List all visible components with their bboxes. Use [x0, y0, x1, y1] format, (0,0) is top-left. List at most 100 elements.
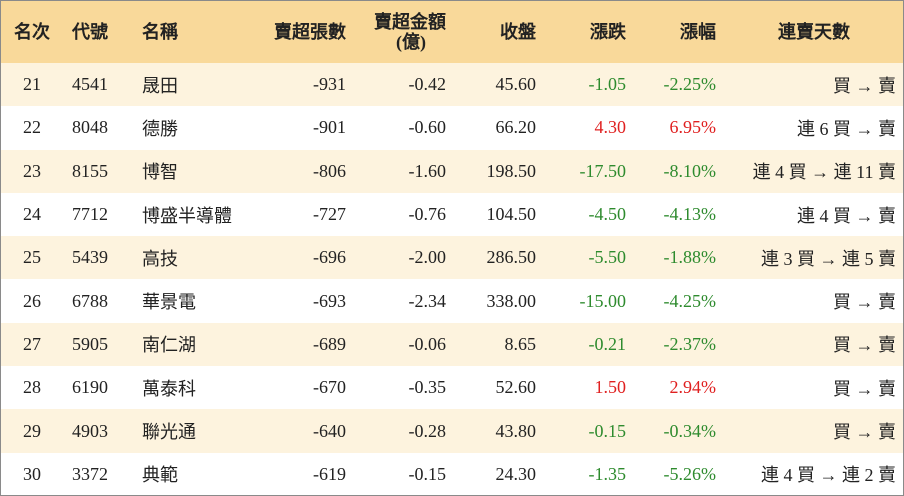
change-cell: -5.50	[544, 236, 634, 280]
streak-cell: 連 4 買 → 連 11 賣	[724, 149, 904, 193]
amount-cell: -0.28	[354, 409, 454, 453]
code-cell: 4541	[64, 63, 134, 107]
table-row: 24 7712 博盛半導體 -727 -0.76 104.50 -4.50 -4…	[0, 192, 904, 237]
close-cell: 66.20	[454, 106, 544, 150]
streak-cell: 連 3 買 → 連 5 賣	[724, 236, 904, 280]
lots-cell: -640	[246, 409, 354, 453]
lots-cell: -670	[246, 366, 354, 410]
header-change: 漲跌	[544, 0, 634, 63]
change-cell: -1.05	[544, 63, 634, 107]
amount-cell: -0.60	[354, 106, 454, 150]
rank-cell: 21	[0, 63, 64, 107]
close-cell: 24.30	[454, 452, 544, 496]
lots-cell: -931	[246, 63, 354, 107]
table-row: 23 8155 博智 -806 -1.60 198.50 -17.50 -8.1…	[0, 149, 904, 193]
lots-cell: -696	[246, 236, 354, 280]
name-cell: 博盛半導體	[134, 192, 246, 237]
streak-cell: 買 → 賣	[724, 279, 904, 323]
rank-cell: 25	[0, 236, 64, 280]
close-cell: 52.60	[454, 366, 544, 410]
lots-cell: -806	[246, 149, 354, 193]
rank-cell: 22	[0, 106, 64, 150]
change-pct-cell: -5.26%	[634, 452, 724, 496]
lots-cell: -619	[246, 452, 354, 496]
change-cell: -0.15	[544, 409, 634, 453]
header-code: 代號	[64, 0, 134, 63]
rank-cell: 30	[0, 452, 64, 496]
code-cell: 7712	[64, 192, 134, 237]
streak-cell: 買 → 賣	[724, 63, 904, 107]
amount-cell: -0.15	[354, 452, 454, 496]
header-net-sell-amount: 賣超金額 (億)	[354, 0, 454, 63]
table-row: 26 6788 華景電 -693 -2.34 338.00 -15.00 -4.…	[0, 279, 904, 323]
code-cell: 3372	[64, 452, 134, 496]
header-row: 名次 代號 名稱 賣超張數 賣超金額 (億) 收盤 漲跌 漲幅 連賣天數	[0, 0, 904, 63]
streak-cell: 連 4 買 → 賣	[724, 192, 904, 237]
close-cell: 43.80	[454, 409, 544, 453]
streak-cell: 連 4 買 → 連 2 賣	[724, 452, 904, 496]
name-cell: 萬泰科	[134, 366, 246, 410]
name-cell: 高技	[134, 236, 246, 280]
change-cell: -4.50	[544, 192, 634, 237]
name-cell: 華景電	[134, 279, 246, 323]
change-cell: -1.35	[544, 452, 634, 496]
lots-cell: -901	[246, 106, 354, 150]
table-row: 28 6190 萬泰科 -670 -0.35 52.60 1.50 2.94% …	[0, 366, 904, 410]
code-cell: 4903	[64, 409, 134, 453]
amount-cell: -0.06	[354, 322, 454, 367]
header-change-pct: 漲幅	[634, 0, 724, 63]
change-pct-cell: -1.88%	[634, 236, 724, 280]
change-pct-cell: -2.25%	[634, 63, 724, 107]
code-cell: 6190	[64, 366, 134, 410]
close-cell: 45.60	[454, 63, 544, 107]
change-pct-cell: -2.37%	[634, 322, 724, 367]
streak-cell: 連 6 買 → 賣	[724, 106, 904, 150]
table-row: 30 3372 典範 -619 -0.15 24.30 -1.35 -5.26%…	[0, 452, 904, 496]
name-cell: 聯光通	[134, 409, 246, 453]
table-row: 25 5439 高技 -696 -2.00 286.50 -5.50 -1.88…	[0, 236, 904, 280]
change-cell: -15.00	[544, 279, 634, 323]
close-cell: 286.50	[454, 236, 544, 280]
table-row: 27 5905 南仁湖 -689 -0.06 8.65 -0.21 -2.37%…	[0, 322, 904, 367]
streak-cell: 買 → 賣	[724, 366, 904, 410]
name-cell: 典範	[134, 452, 246, 496]
lots-cell: -727	[246, 192, 354, 237]
header-streak: 連賣天數	[724, 0, 904, 63]
table-row: 29 4903 聯光通 -640 -0.28 43.80 -0.15 -0.34…	[0, 409, 904, 453]
code-cell: 6788	[64, 279, 134, 323]
code-cell: 8048	[64, 106, 134, 150]
header-rank: 名次	[0, 0, 64, 63]
amount-cell: -0.35	[354, 366, 454, 410]
header-net-sell-amount-line2: (億)	[396, 31, 426, 52]
header-net-sell-lots: 賣超張數	[246, 0, 354, 63]
close-cell: 198.50	[454, 149, 544, 193]
code-cell: 5905	[64, 322, 134, 367]
streak-cell: 買 → 賣	[724, 409, 904, 453]
header-close: 收盤	[454, 0, 544, 63]
name-cell: 博智	[134, 149, 246, 193]
rank-cell: 29	[0, 409, 64, 453]
name-cell: 德勝	[134, 106, 246, 150]
amount-cell: -1.60	[354, 149, 454, 193]
code-cell: 8155	[64, 149, 134, 193]
change-cell: -17.50	[544, 149, 634, 193]
lots-cell: -689	[246, 322, 354, 367]
header-name: 名稱	[134, 0, 246, 63]
close-cell: 104.50	[454, 192, 544, 237]
streak-cell: 買 → 賣	[724, 322, 904, 367]
change-pct-cell: -8.10%	[634, 149, 724, 193]
rank-cell: 27	[0, 322, 64, 367]
name-cell: 晟田	[134, 63, 246, 107]
change-pct-cell: -0.34%	[634, 409, 724, 453]
rank-cell: 28	[0, 366, 64, 410]
change-pct-cell: 6.95%	[634, 106, 724, 150]
header-net-sell-amount-line1: 賣超金額	[374, 11, 446, 32]
amount-cell: -2.00	[354, 236, 454, 280]
rank-cell: 26	[0, 279, 64, 323]
close-cell: 8.65	[454, 322, 544, 367]
change-pct-cell: -4.25%	[634, 279, 724, 323]
change-pct-cell: 2.94%	[634, 366, 724, 410]
name-cell: 南仁湖	[134, 322, 246, 367]
